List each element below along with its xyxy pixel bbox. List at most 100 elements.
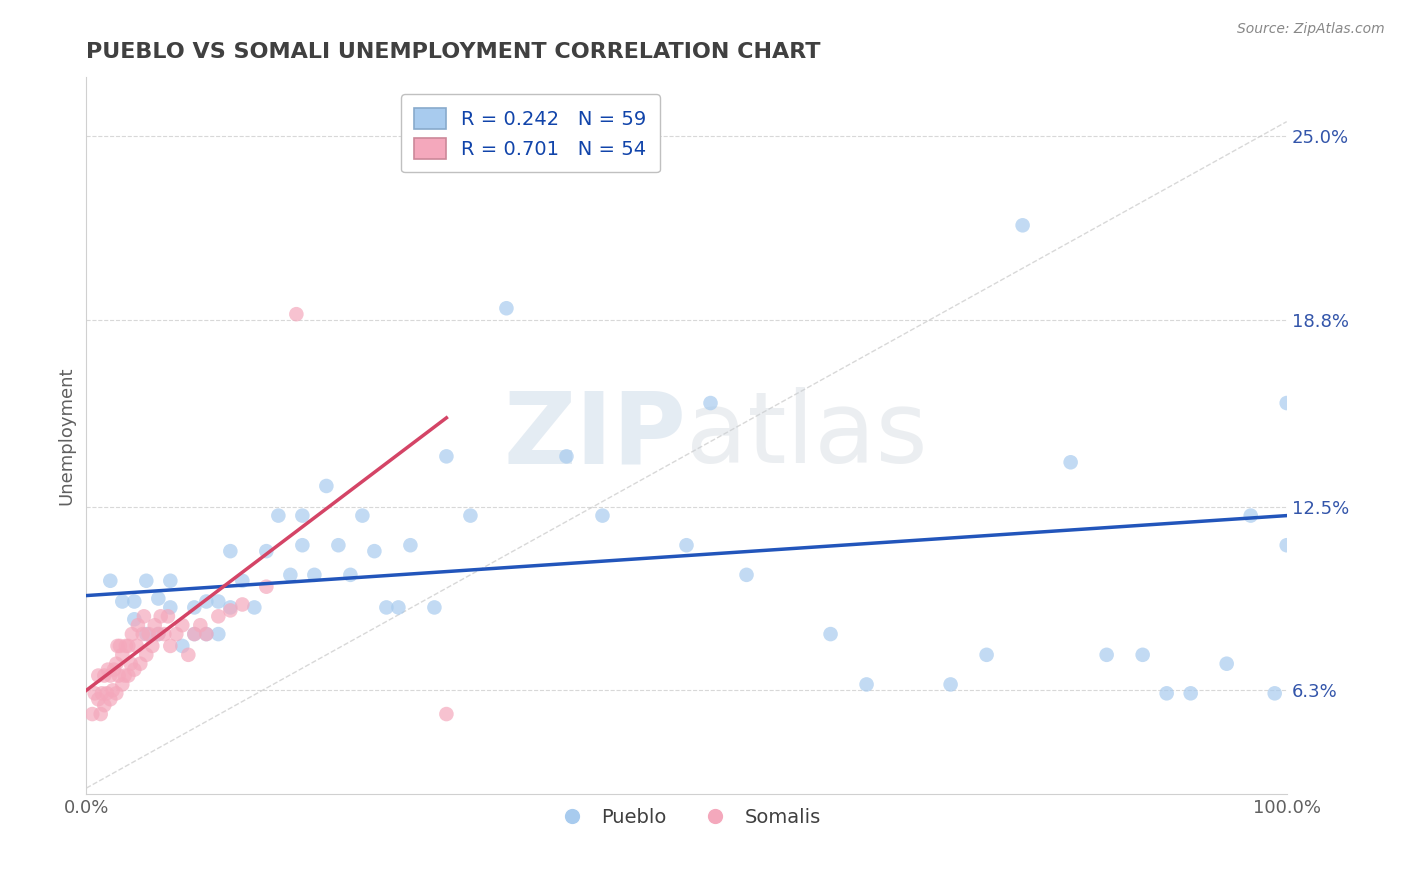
Point xyxy=(304,567,326,582)
Point xyxy=(156,609,179,624)
Point xyxy=(105,686,128,700)
Point xyxy=(1275,538,1298,552)
Point xyxy=(855,677,877,691)
Point xyxy=(135,574,157,588)
Text: ZIP: ZIP xyxy=(503,387,686,484)
Point xyxy=(555,450,578,464)
Point xyxy=(159,574,181,588)
Point xyxy=(124,663,146,677)
Point xyxy=(87,692,110,706)
Point xyxy=(111,594,134,608)
Point xyxy=(148,627,170,641)
Point xyxy=(107,639,129,653)
Point xyxy=(98,668,121,682)
Point xyxy=(591,508,613,523)
Point xyxy=(107,668,129,682)
Point xyxy=(96,686,118,700)
Point xyxy=(101,683,124,698)
Point xyxy=(138,627,160,641)
Y-axis label: Unemployment: Unemployment xyxy=(58,367,75,505)
Point xyxy=(460,508,482,523)
Point xyxy=(976,648,998,662)
Point xyxy=(188,618,211,632)
Point xyxy=(117,639,139,653)
Point xyxy=(159,639,181,653)
Point xyxy=(148,591,170,606)
Point xyxy=(231,574,253,588)
Point xyxy=(1095,648,1118,662)
Point xyxy=(1215,657,1237,671)
Point xyxy=(1059,455,1081,469)
Point xyxy=(267,508,290,523)
Point xyxy=(135,648,157,662)
Point xyxy=(105,657,128,671)
Point xyxy=(675,538,697,552)
Point xyxy=(90,686,112,700)
Point xyxy=(124,612,146,626)
Point xyxy=(1011,219,1033,233)
Point xyxy=(399,538,422,552)
Point xyxy=(172,639,194,653)
Point xyxy=(280,567,302,582)
Point xyxy=(159,600,181,615)
Point xyxy=(87,668,110,682)
Point xyxy=(328,538,350,552)
Point xyxy=(153,627,176,641)
Text: atlas: atlas xyxy=(686,387,928,484)
Point xyxy=(132,609,155,624)
Point xyxy=(219,600,242,615)
Point xyxy=(423,600,446,615)
Point xyxy=(436,450,458,464)
Point xyxy=(141,639,163,653)
Point xyxy=(291,508,314,523)
Point xyxy=(149,609,172,624)
Point xyxy=(387,600,409,615)
Point xyxy=(98,574,121,588)
Point xyxy=(291,538,314,552)
Point xyxy=(735,567,758,582)
Point xyxy=(143,618,166,632)
Point xyxy=(82,707,104,722)
Point xyxy=(90,707,112,722)
Text: Source: ZipAtlas.com: Source: ZipAtlas.com xyxy=(1237,22,1385,37)
Point xyxy=(124,594,146,608)
Point xyxy=(315,479,337,493)
Point xyxy=(117,668,139,682)
Point xyxy=(195,627,218,641)
Legend: Pueblo, Somalis: Pueblo, Somalis xyxy=(544,800,828,835)
Point xyxy=(231,598,253,612)
Point xyxy=(219,544,242,558)
Point xyxy=(495,301,517,316)
Point xyxy=(1264,686,1286,700)
Point xyxy=(339,567,361,582)
Point xyxy=(699,396,721,410)
Point xyxy=(436,707,458,722)
Point xyxy=(195,594,218,608)
Point xyxy=(1180,686,1202,700)
Point xyxy=(183,600,205,615)
Point xyxy=(121,627,143,641)
Point xyxy=(183,627,205,641)
Point xyxy=(111,648,134,662)
Point xyxy=(1156,686,1178,700)
Point xyxy=(352,508,374,523)
Point xyxy=(127,618,149,632)
Point xyxy=(207,627,229,641)
Point xyxy=(219,603,242,617)
Point xyxy=(135,627,157,641)
Point xyxy=(207,609,229,624)
Point xyxy=(108,639,131,653)
Point xyxy=(98,692,121,706)
Point xyxy=(165,627,187,641)
Point xyxy=(939,677,962,691)
Point xyxy=(132,627,155,641)
Point xyxy=(363,544,385,558)
Text: PUEBLO VS SOMALI UNEMPLOYMENT CORRELATION CHART: PUEBLO VS SOMALI UNEMPLOYMENT CORRELATIO… xyxy=(86,42,821,62)
Point xyxy=(254,544,277,558)
Point xyxy=(97,663,120,677)
Point xyxy=(254,580,277,594)
Point xyxy=(195,627,218,641)
Point xyxy=(114,668,136,682)
Point xyxy=(172,618,194,632)
Point xyxy=(243,600,266,615)
